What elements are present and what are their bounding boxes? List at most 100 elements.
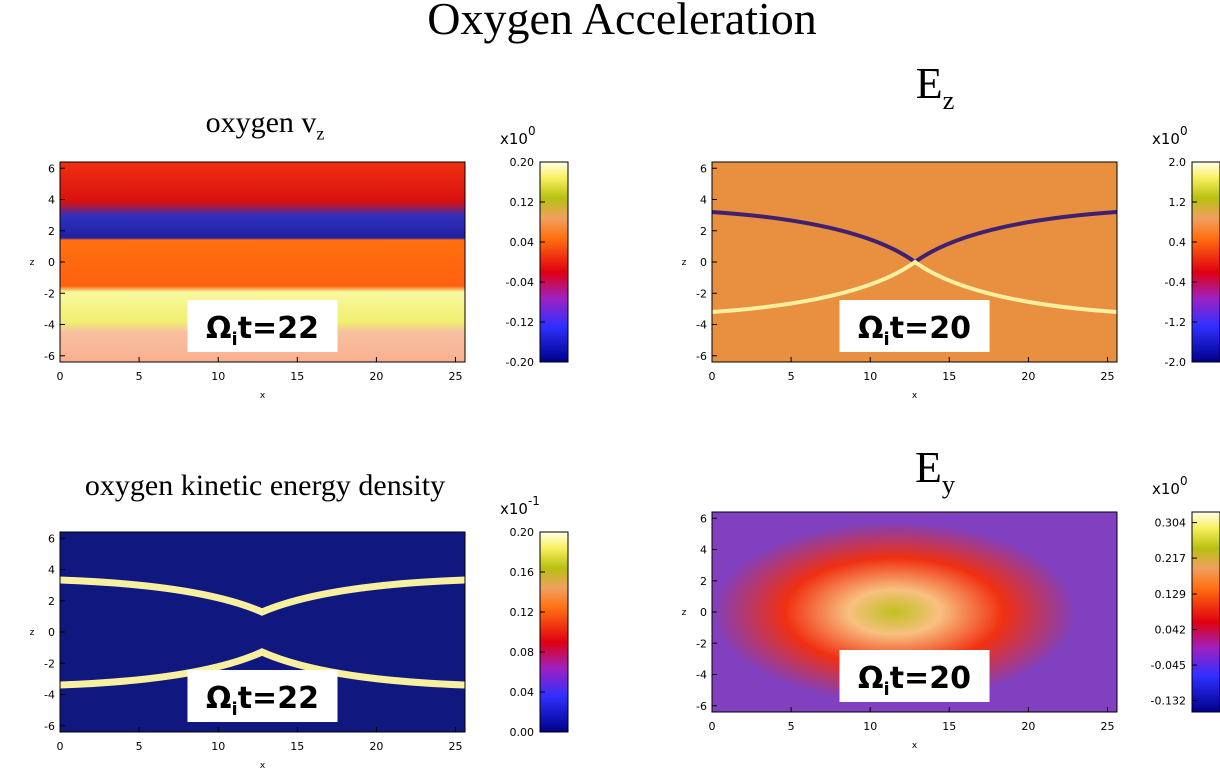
x-tick-label: 15 — [290, 370, 304, 383]
x-tick-label: 0 — [709, 370, 716, 383]
colorbar-tick-label: 0.12 — [510, 196, 535, 209]
colorbar-tick-label: -2.0 — [1165, 356, 1186, 369]
y-tick-label: 4 — [700, 194, 707, 207]
colorbar-tick-label: 0.00 — [510, 726, 535, 739]
y-tick-label: 0 — [700, 256, 707, 269]
colorbar — [539, 531, 569, 733]
x-axis-label: x — [260, 761, 266, 771]
y-tick-label: 6 — [700, 162, 707, 175]
scale-exponent: 0 — [528, 124, 536, 138]
y-tick-label: -6 — [696, 350, 707, 363]
x-tick-label: 10 — [211, 740, 225, 753]
annotation-symbol: Ω — [206, 681, 232, 716]
colorbar — [1191, 511, 1220, 713]
annotation: Ωit=22 — [206, 311, 319, 350]
x-tick-label: 15 — [290, 740, 304, 753]
title-subscript: y — [942, 469, 956, 499]
y-tick-label: -4 — [44, 689, 55, 702]
colorbar-tick-label: 0.04 — [510, 686, 535, 699]
colorbar-scale: x100 — [1152, 474, 1188, 498]
annotation: Ωit=20 — [858, 661, 971, 700]
y-axis-label: z — [30, 628, 35, 638]
y-tick-label: -2 — [696, 637, 707, 650]
title-text: oxygen kinetic energy density — [85, 469, 445, 502]
y-tick-label: 0 — [48, 256, 55, 269]
colorbar-tick-label: -0.20 — [506, 356, 534, 369]
y-tick-label: -6 — [696, 700, 707, 713]
chart-title: Ey — [915, 443, 956, 499]
y-tick-label: -4 — [44, 319, 55, 332]
colorbar-tick-label: -0.045 — [1151, 659, 1186, 672]
x-tick-label: 20 — [369, 370, 383, 383]
y-tick-label: -4 — [696, 319, 707, 332]
annotation-text: t=20 — [890, 311, 971, 346]
x-tick-label: 20 — [1021, 720, 1035, 733]
colorbar-tick-label: 0.20 — [510, 156, 535, 169]
colorbar-tick-label: -0.12 — [506, 316, 534, 329]
colorbar-tick-label: 0.042 — [1155, 624, 1187, 637]
colorbar-tick-label: 0.04 — [510, 236, 535, 249]
x-tick-label: 25 — [1101, 370, 1115, 383]
annotation-box — [839, 300, 990, 352]
x-tick-label: 25 — [1101, 720, 1115, 733]
colorbar-scale: x100 — [500, 124, 536, 148]
colorbar-tick-label: 0.129 — [1155, 588, 1187, 601]
y-tick-label: 0 — [700, 606, 707, 619]
colorbar-tick-label: 1.2 — [1169, 196, 1187, 209]
title-text: E — [916, 59, 943, 108]
annotation-text: t=22 — [238, 681, 319, 716]
colorbar-tick-label: 0.304 — [1155, 517, 1187, 530]
colorbar-tick-label: 0.08 — [510, 646, 535, 659]
annotation: Ωit=20 — [858, 311, 971, 350]
scale-base: x10 — [500, 130, 528, 148]
scale-base: x10 — [500, 500, 528, 518]
y-tick-label: -6 — [44, 720, 55, 733]
title-subscript: z — [316, 124, 324, 144]
y-tick-label: 0 — [48, 626, 55, 639]
x-tick-label: 5 — [136, 740, 143, 753]
y-tick-label: 6 — [48, 532, 55, 545]
x-axis-label: x — [260, 391, 266, 401]
x-tick-label: 10 — [211, 370, 225, 383]
colorbar-tick-label: 2.0 — [1169, 156, 1187, 169]
annotation-subscript: i — [232, 329, 238, 350]
y-tick-label: 6 — [700, 512, 707, 525]
annotation-symbol: Ω — [206, 311, 232, 346]
x-tick-label: 0 — [709, 720, 716, 733]
x-tick-label: 15 — [942, 370, 956, 383]
scale-exponent: 0 — [1180, 124, 1188, 138]
x-tick-label: 10 — [863, 370, 877, 383]
y-axis-label: z — [682, 608, 687, 618]
colorbar-tick-label: -0.04 — [506, 276, 534, 289]
x-tick-label: 20 — [369, 740, 383, 753]
x-axis-label: x — [912, 741, 918, 751]
annotation-subscript: i — [884, 679, 890, 700]
colorbar-tick-label: -0.4 — [1165, 276, 1186, 289]
x-tick-label: 10 — [863, 720, 877, 733]
annotation-box — [839, 650, 990, 702]
y-tick-label: 6 — [48, 162, 55, 175]
x-tick-label: 5 — [136, 370, 143, 383]
annotation-subscript: i — [884, 329, 890, 350]
y-axis-label: z — [682, 258, 687, 268]
colorbar-tick-label: -0.132 — [1151, 695, 1186, 708]
title-text: oxygen v — [206, 106, 317, 139]
annotation-symbol: Ω — [858, 311, 884, 346]
colorbar — [1191, 161, 1220, 363]
colorbar-tick-label: 0.217 — [1155, 552, 1187, 565]
heatmap-image — [59, 162, 1118, 732]
y-tick-label: -2 — [44, 657, 55, 670]
annotation-box — [187, 670, 338, 722]
chart-title: oxygen kinetic energy density — [85, 469, 445, 502]
x-tick-label: 0 — [57, 740, 64, 753]
scale-exponent: 0 — [1180, 474, 1188, 488]
y-tick-label: 4 — [700, 544, 707, 557]
x-tick-label: 0 — [57, 370, 64, 383]
x-tick-label: 20 — [1021, 370, 1035, 383]
scale-exponent: -1 — [528, 494, 540, 508]
y-tick-label: 2 — [700, 225, 707, 238]
chart-title: oxygen vz — [206, 106, 325, 144]
y-axis-label: z — [30, 258, 35, 268]
colorbar-scale: x10-1 — [500, 494, 540, 518]
